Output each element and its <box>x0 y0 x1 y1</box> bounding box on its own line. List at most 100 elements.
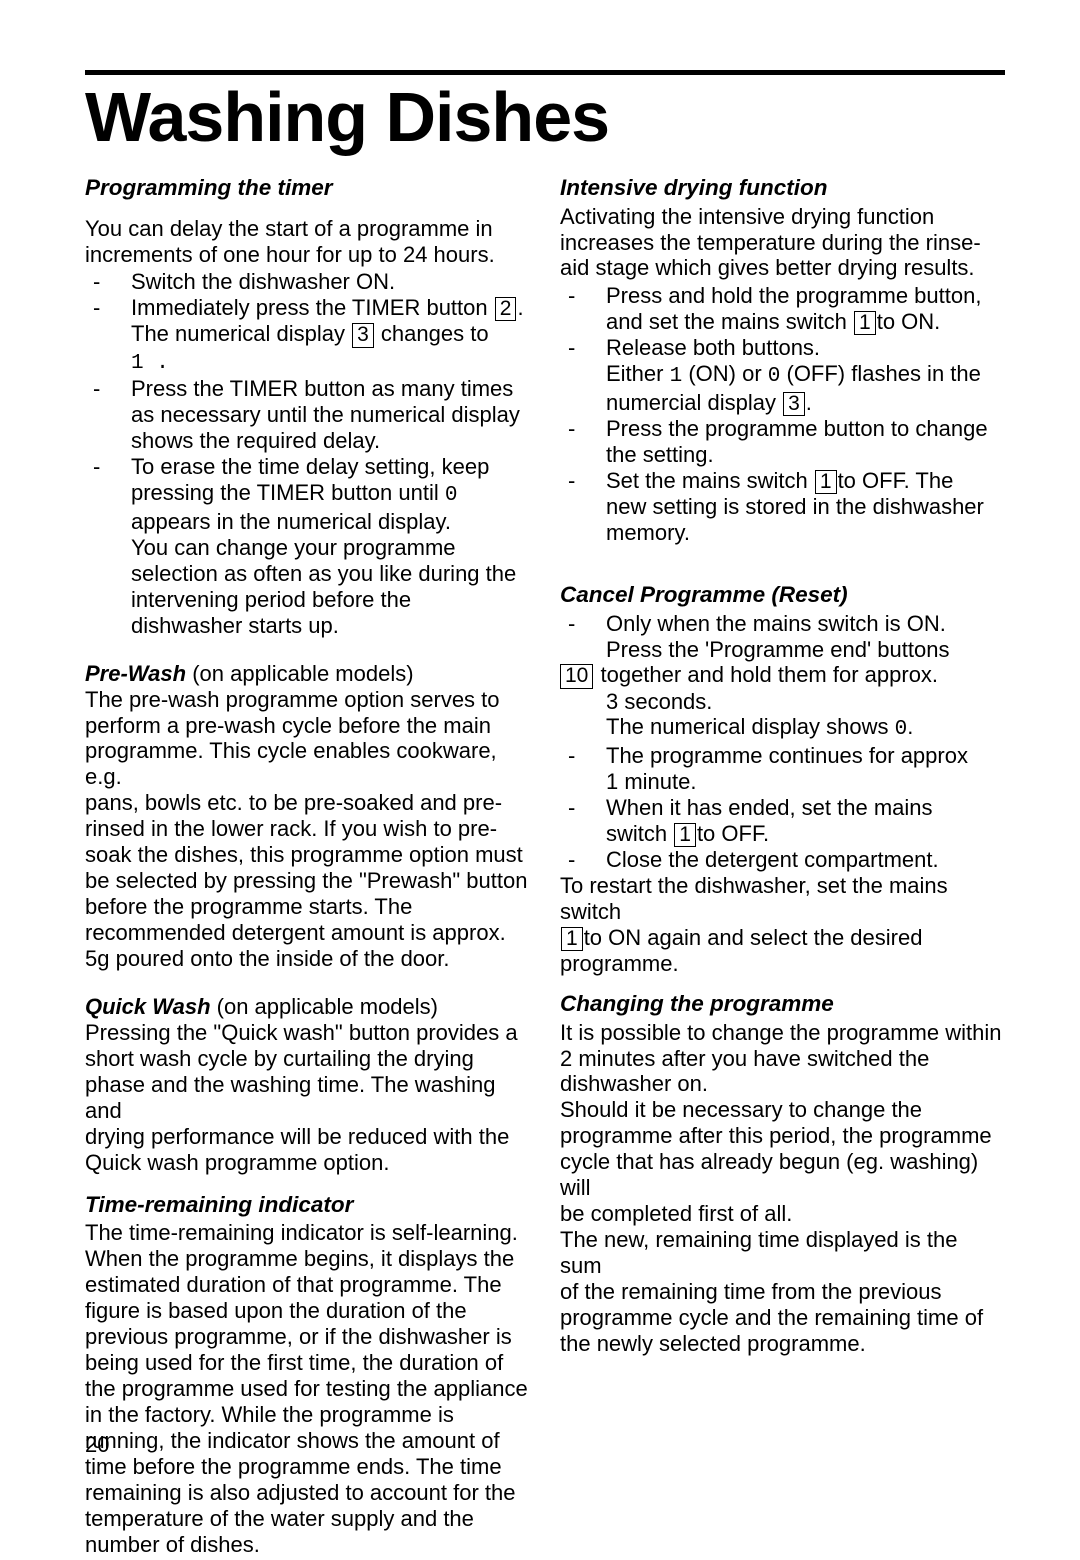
text: Only when the mains switch is ON. Press … <box>606 611 1005 744</box>
text: Switch the dishwasher ON. <box>131 269 530 295</box>
text: To restart the dishwasher, set the mains… <box>560 873 1005 977</box>
page-title: Washing Dishes <box>85 77 1005 157</box>
text-line: Immediately press the TIMER button <box>131 295 488 320</box>
text-line: cycle that has already begun (eg. washin… <box>560 1149 978 1200</box>
text: Immediately press the TIMER button 2. Th… <box>131 295 530 376</box>
text-line: Press and hold the programme button, <box>606 283 981 308</box>
run-in-head: Pre-Wash <box>85 661 186 686</box>
text-line: (on applicable models) <box>186 661 413 686</box>
text-line: dishwasher starts up. <box>131 613 339 638</box>
text-line: changes to <box>381 321 489 346</box>
text-line: (on applicable models) <box>211 994 438 1019</box>
text: Press and hold the programme button, and… <box>606 283 1005 335</box>
text-line: shows the required delay. <box>131 428 380 453</box>
list-item: - When it has ended, set the mains switc… <box>560 795 1005 847</box>
text-line: pressing the TIMER button until <box>131 480 445 505</box>
text-line: The pre-wash programme option serves to <box>85 687 500 712</box>
text-line: to ON again and select the desired <box>584 925 923 950</box>
text-line: intervening period before the <box>131 587 411 612</box>
text-line: figure is based upon the duration of the <box>85 1298 467 1323</box>
bullet: - <box>85 269 131 295</box>
text-line: numercial display <box>606 390 776 415</box>
ref-box: 1 <box>854 311 876 335</box>
text: When it has ended, set the mains switch … <box>606 795 1005 847</box>
text: Activating the intensive drying function… <box>560 204 1005 282</box>
text-line: When the programme begins, it displays t… <box>85 1246 514 1271</box>
text-line: to ON. <box>877 309 941 334</box>
text-line: increases the temperature during the rin… <box>560 230 981 255</box>
text-line: temperature of the water supply and the <box>85 1506 474 1531</box>
text-line: 0 <box>895 718 908 741</box>
text-line: programme. <box>560 951 679 976</box>
text-line: estimated duration of that programme. Th… <box>85 1272 502 1297</box>
text-line: Press the programme button to change <box>606 416 988 441</box>
text: Quick Wash (on applicable models) Pressi… <box>85 994 530 1176</box>
text-line: and set the mains switch <box>606 309 847 334</box>
text-line: together and hold them for approx. <box>600 662 938 687</box>
bullet: - <box>560 468 606 546</box>
text-line: running, the indicator shows the amount … <box>85 1428 500 1453</box>
text-line: rinsed in the lower rack. If you wish to… <box>85 816 497 841</box>
bullet: - <box>560 743 606 795</box>
text-line: appears in the numerical display. <box>131 509 451 534</box>
text-line: The new, remaining time displayed is the… <box>560 1227 957 1278</box>
text-line: recommended detergent amount is approx. <box>85 920 506 945</box>
list-item: - The programme continues for approx 1 m… <box>560 743 1005 795</box>
text: Press the TIMER button as many times as … <box>131 376 530 454</box>
text-line: aid stage which gives better drying resu… <box>560 255 975 280</box>
text-line: Should it be necessary to change the <box>560 1097 922 1122</box>
list-item: - Only when the mains switch is ON. Pres… <box>560 611 1005 744</box>
text-line: of the remaining time from the previous <box>560 1279 942 1304</box>
text-line: 1 minute. <box>606 769 697 794</box>
text-line: You can delay the start of a programme i… <box>85 216 493 241</box>
text-line: 0 <box>445 484 458 507</box>
text: The programme continues for approx 1 min… <box>606 743 1005 795</box>
bullet: - <box>560 416 606 468</box>
heading-changing: Changing the programme <box>560 991 1005 1018</box>
text-line: 2 minutes after you have switched the <box>560 1046 929 1071</box>
text-line: To restart the dishwasher, set the mains… <box>560 873 948 924</box>
text-line: in the factory. While the programme is <box>85 1402 454 1427</box>
text-line: Press the 'Programme end' buttons <box>606 637 949 662</box>
text-line: 1 . <box>131 352 169 375</box>
text-line: . <box>907 714 913 739</box>
text-line: (OFF) flashes in the <box>780 361 981 386</box>
text-line: the setting. <box>606 442 714 467</box>
text-line: (ON) or <box>682 361 768 386</box>
text-line: When it has ended, set the mains <box>606 795 933 820</box>
text: Release both buttons. Either 1 (ON) or 0… <box>606 335 1005 416</box>
top-rule <box>85 70 1005 75</box>
text-line: the newly selected programme. <box>560 1331 866 1356</box>
left-column: Programming the timer You can delay the … <box>85 175 530 1560</box>
text-line: short wash cycle by curtailing the dryin… <box>85 1046 474 1071</box>
text-line: Quick wash programme option. <box>85 1150 389 1175</box>
bullet: - <box>560 795 606 847</box>
text-line: dishwasher on. <box>560 1071 708 1096</box>
text-line: Set the mains switch <box>606 468 808 493</box>
text-line: new setting is stored in the dishwasher <box>606 494 984 519</box>
text-line: Only when the mains switch is ON. <box>606 611 946 636</box>
run-in-head: Quick Wash <box>85 994 211 1019</box>
bullet: - <box>560 335 606 416</box>
bullet: - <box>560 283 606 335</box>
page: Washing Dishes Programming the timer You… <box>0 0 1080 1518</box>
text-line: pans, bowls etc. to be pre-soaked and pr… <box>85 790 502 815</box>
heading-drying: Intensive drying function <box>560 175 1005 202</box>
text-line: Press the TIMER button as many times <box>131 376 513 401</box>
text-line: The numerical display shows <box>606 714 895 739</box>
text-line: programme after this period, the program… <box>560 1123 992 1148</box>
list-item: - Close the detergent compartment. <box>560 847 1005 873</box>
text-line: The time-remaining indicator is self-lea… <box>85 1220 518 1245</box>
ref-box: 3 <box>352 323 374 347</box>
ref-box: 10 <box>560 664 593 688</box>
text-line: the programme used for testing the appli… <box>85 1376 528 1401</box>
text: Set the mains switch 1to OFF. The new se… <box>606 468 1005 546</box>
text-line: Pressing the "Quick wash" button provide… <box>85 1020 518 1045</box>
heading-cancel: Cancel Programme (Reset) <box>560 582 1005 609</box>
text: Pre-Wash (on applicable models) The pre-… <box>85 661 530 972</box>
text-line: programme. This cycle enables cookware, … <box>85 738 497 789</box>
content-columns: Programming the timer You can delay the … <box>85 175 1005 1560</box>
ref-box: 1 <box>815 470 837 494</box>
page-number: 20 <box>85 1432 109 1458</box>
list-item: - Set the mains switch 1to OFF. The new … <box>560 468 1005 546</box>
